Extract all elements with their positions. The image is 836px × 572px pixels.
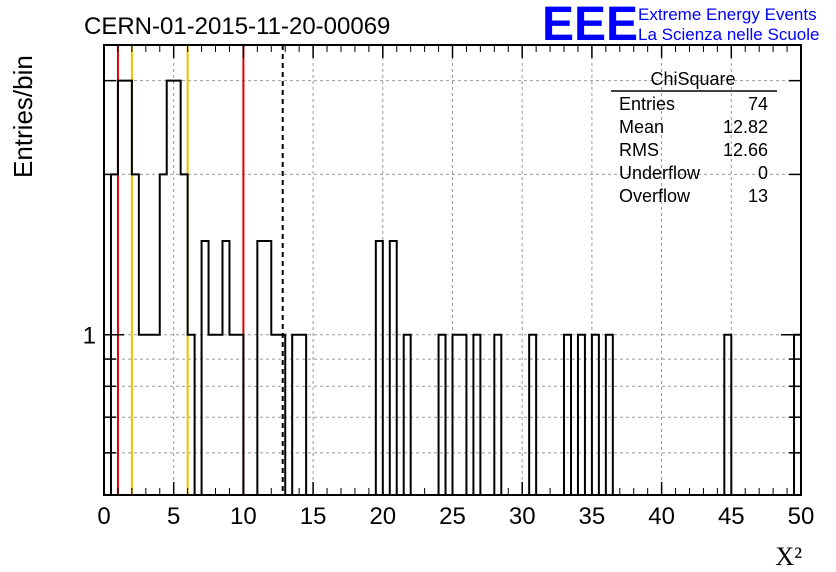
stats-entries-value: 74 [748,94,768,114]
stats-rms-value: 12.66 [723,140,768,160]
axis-ticks: 0 5 10 15 20 25 30 35 40 45 50 1 [83,45,815,530]
x-tick-label: 30 [509,503,536,530]
eee-logo: EEE Extreme Energy Events La Scienza nel… [542,0,819,51]
x-tick-label: 50 [788,503,815,530]
x-tick-label: 5 [167,503,180,530]
logo-line-1: Extreme Energy Events [638,5,817,24]
x-tick-label: 35 [579,503,606,530]
x-tick-label: 15 [300,503,327,530]
stats-entries-label: Entries [619,94,675,114]
chart-title: CERN-01-2015-11-20-00069 [84,13,390,40]
stats-underflow-value: 0 [758,163,768,183]
x-tick-label: 10 [230,503,257,530]
y-tick-label: 1 [83,323,96,350]
logo-line-2: La Scienza nelle Scuole [638,25,819,44]
stats-mean-label: Mean [619,117,664,137]
stats-title: ChiSquare [650,69,735,89]
x-tick-label: 45 [718,503,745,530]
stats-overflow-label: Overflow [619,186,691,206]
x-tick-label: 20 [369,503,396,530]
x-tick-label: 40 [648,503,675,530]
x-tick-label: 0 [97,503,110,530]
stats-underflow-label: Underflow [619,163,701,183]
stats-rms-label: RMS [619,140,659,160]
logo-mark: EEE [542,0,638,51]
x-axis-label: X² [775,542,802,571]
stats-overflow-value: 13 [748,186,768,206]
x-tick-label: 25 [439,503,466,530]
stats-box: ChiSquare Entries 74 Mean 12.82 RMS 12.6… [611,69,777,206]
y-axis-label: Entries/bin [8,55,38,178]
stats-mean-value: 12.82 [723,117,768,137]
histogram-step-line [109,79,802,495]
